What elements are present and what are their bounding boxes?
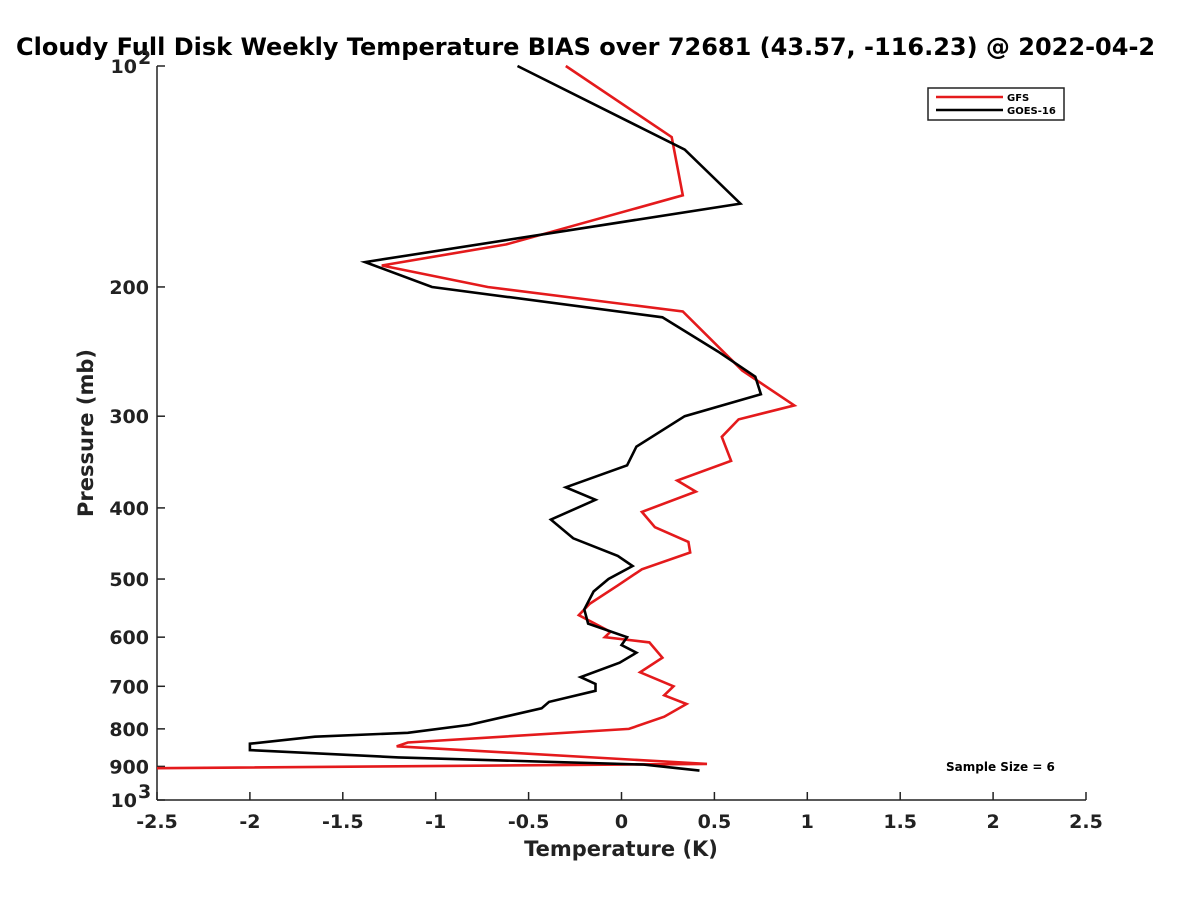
- sample-size-annotation: Sample Size = 6: [946, 760, 1055, 774]
- x-axis-label: Temperature (K): [524, 837, 718, 861]
- series-line-gfs: [156, 64, 798, 770]
- y-tick-label: 10: [111, 56, 137, 78]
- y-tick-label: 500: [109, 569, 149, 591]
- legend-label-goes-16: GOES-16: [1007, 106, 1056, 117]
- chart-title: Cloudy Full Disk Weekly Temperature BIAS…: [16, 33, 1155, 61]
- x-ticks: -2.5 -2 -1.5 -1 -0.5 0 0.5 1 1.5 2 2.5: [136, 792, 1103, 833]
- legend-label-gfs: GFS: [1007, 93, 1029, 104]
- plot-axes: [156, 66, 1086, 801]
- x-tick-label: 0.5: [698, 811, 732, 833]
- y-tick-label: 900: [109, 756, 149, 778]
- x-tick-label: -2: [239, 811, 260, 833]
- series-lines: [156, 64, 798, 772]
- x-tick-label: -1.5: [322, 811, 364, 833]
- legend: GFS GOES-16: [927, 87, 1065, 121]
- y-tick-label: 600: [109, 627, 149, 649]
- x-tick-label: 1: [801, 811, 814, 833]
- series-line-goes-16: [248, 64, 763, 772]
- x-tick-label: -0.5: [508, 811, 550, 833]
- y-tick-label: 800: [109, 719, 149, 741]
- y-tick-label-exponent: 3: [138, 781, 151, 803]
- x-tick-label: 2.5: [1069, 811, 1103, 833]
- x-tick-label: -1: [425, 811, 446, 833]
- x-tick-label: -2.5: [136, 811, 178, 833]
- x-tick-label: 1.5: [883, 811, 917, 833]
- y-tick-label: 10: [111, 790, 137, 812]
- y-tick-label-base: 10: [111, 56, 137, 78]
- y-tick-label: 700: [109, 676, 149, 698]
- x-tick-label: 0: [615, 811, 628, 833]
- y-tick-label-exponent: 2: [138, 47, 151, 69]
- y-axis-label: Pressure (mb): [74, 349, 98, 517]
- y-tick-label-base: 10: [111, 790, 137, 812]
- y-tick-label: 300: [109, 406, 149, 428]
- legend-box: [927, 87, 1065, 121]
- x-tick-label: 2: [986, 811, 999, 833]
- y-tick-label: 400: [109, 498, 149, 520]
- y-tick-label: 200: [109, 277, 149, 299]
